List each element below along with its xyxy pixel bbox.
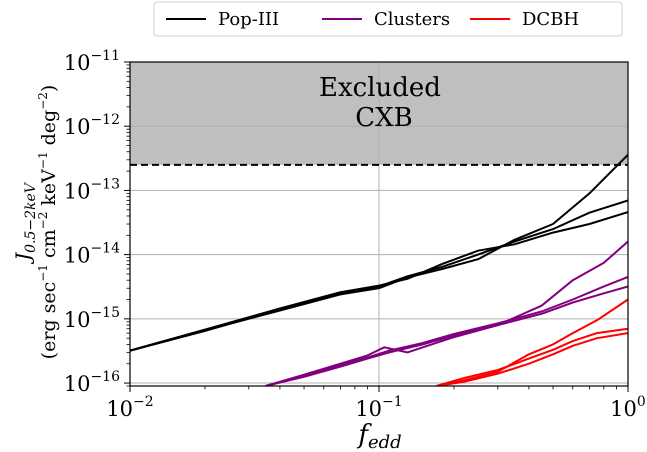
series-pop-iii-1 [130,211,628,352]
series-dcbh-8 [436,332,628,386]
y-tick-label-5: 10−11 [64,48,120,75]
y-tick-label-2: 10−14 [64,241,120,268]
legend-label-dcbh: DCBH [522,9,579,30]
series-dcbh-6 [436,327,628,386]
series-dcbh-7 [436,298,628,386]
excluded-label-line2: CXB [355,103,413,133]
y-axis-label-line1: J0.5−2keV [11,181,39,265]
legend-frame [153,1,623,37]
y-axis-label-line2: (erg sec−1 cm−2 keV−1 deg−2) [36,85,60,360]
y-tick-label-3: 10−13 [64,176,120,203]
x-axis-label: fedd [356,420,401,452]
legend-label-pop-iii: Pop-III [218,9,279,30]
legend: Pop-III Clusters DCBH [153,1,623,37]
series-clusters-3 [265,275,628,386]
grid-layer [130,62,628,386]
y-axis-label: J0.5−2keV (erg sec−1 cm−2 keV−1 deg−2) [11,85,60,360]
y-tick-label-4: 10−12 [64,112,120,139]
x-tick-label-2: 100 [610,394,646,421]
x-tick-label-0: 10−2 [106,394,153,421]
x-tick-label-1: 10−1 [355,394,402,421]
series-layer [130,153,628,386]
y-tick-label-1: 10−15 [64,305,120,332]
legend-label-clusters: Clusters [374,9,450,30]
tick-layer: 10−2 10−1 100 10−16 10−15 10−14 10−13 10−12 10−1… [64,48,646,421]
series-clusters-4 [265,240,628,386]
y-tick-label-0: 10−16 [64,369,120,396]
excluded-label-line1: Excluded [319,73,441,103]
series-clusters-5 [265,285,628,386]
series-pop-iii-2 [130,153,628,352]
